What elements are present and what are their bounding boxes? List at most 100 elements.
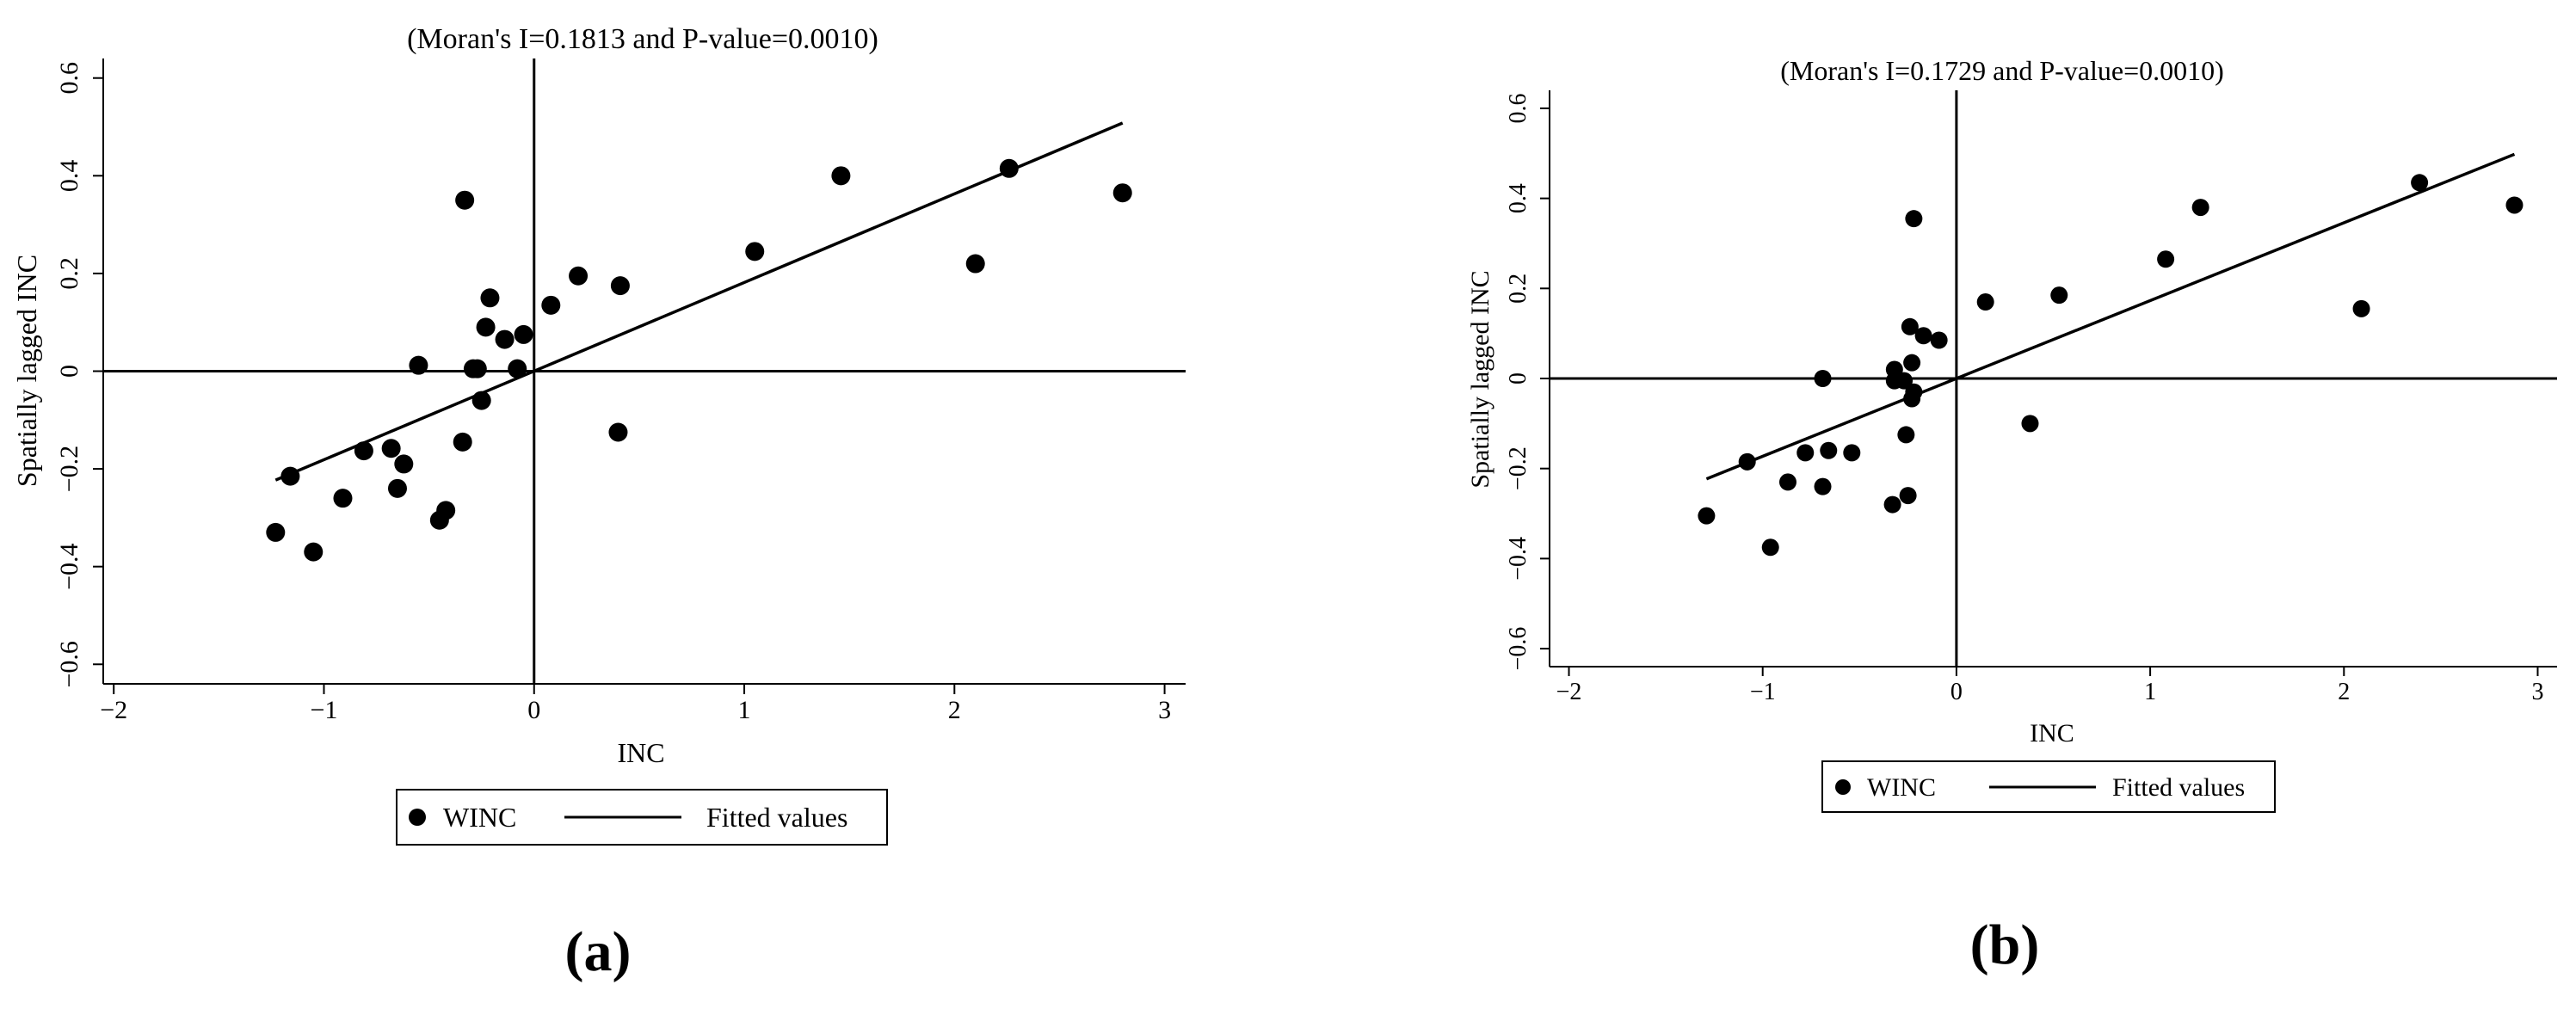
data-points (266, 158, 1132, 562)
data-point (2050, 286, 2068, 305)
data-points (1698, 174, 2524, 557)
y-tick-label: −0.2 (1505, 446, 1531, 490)
x-tick-label: 2 (948, 696, 961, 724)
x-ticks: −2 −1 0 1 2 3 (100, 684, 1171, 724)
fitted-line (1705, 152, 2516, 481)
data-point (1903, 354, 1921, 372)
data-point (745, 242, 765, 261)
legend-marker-points (409, 809, 426, 826)
data-point (476, 317, 496, 337)
x-axis-label: INC (617, 737, 664, 768)
data-point (1738, 452, 1756, 471)
y-tick-label: 0 (1505, 372, 1531, 385)
data-point (569, 266, 589, 286)
data-point (333, 489, 353, 508)
data-point (467, 359, 487, 378)
y-tick-label: 0 (55, 365, 83, 378)
chart-title: (Moran's I=0.1813 and P-value=0.0010) (407, 23, 878, 55)
y-tick-label: −0.4 (55, 543, 83, 589)
data-point (1914, 327, 1932, 345)
data-point (1901, 317, 1919, 335)
panel-a: (Moran's I=0.1813 and P-value=0.0010) −0… (11, 23, 1186, 983)
x-tick-label: −2 (1556, 679, 1582, 705)
legend: WINC Fitted values (1821, 760, 2276, 813)
fitted-line (274, 121, 1124, 482)
data-point (2191, 199, 2209, 217)
y-tick-label: −0.6 (55, 641, 83, 687)
x-tick-label: 3 (1158, 696, 1171, 724)
data-point (610, 276, 630, 296)
legend-marker-points (1835, 779, 1851, 795)
data-point (409, 355, 428, 375)
x-tick-label: −1 (1750, 679, 1776, 705)
data-point (1897, 426, 1915, 444)
x-tick-label: −1 (311, 696, 338, 724)
chart-title: (Moran's I=0.1729 and P-value=0.0010) (1780, 55, 2224, 86)
data-point (480, 288, 500, 308)
data-point (495, 329, 515, 349)
data-point (1895, 372, 1914, 390)
panel-label: (b) (1970, 914, 2040, 976)
y-ticks: −0.6 −0.4 −0.2 0 0.2 0.4 0.6 (55, 62, 103, 687)
data-point (2505, 196, 2524, 214)
legend-label-line: Fitted values (2112, 773, 2245, 802)
y-tick-label: −0.2 (55, 446, 83, 492)
legend-label-points: WINC (1867, 773, 1936, 802)
data-point (280, 466, 300, 486)
legend-label-points: WINC (443, 802, 516, 833)
data-point (2411, 174, 2429, 192)
y-tick-label: 0.2 (1505, 274, 1531, 304)
x-tick-label: 1 (738, 696, 751, 724)
data-point (508, 359, 527, 378)
data-point (455, 190, 475, 210)
y-axis-label: Spatially lagged INC (11, 255, 42, 487)
data-point (1761, 538, 1779, 557)
legend-label-line: Fitted values (706, 802, 847, 833)
data-point (354, 441, 373, 461)
y-tick-label: 0.6 (1505, 93, 1531, 123)
data-point (2021, 415, 2039, 433)
data-point (387, 478, 407, 498)
data-point (1930, 331, 1948, 349)
data-point (453, 432, 472, 452)
data-point (999, 158, 1019, 178)
data-point (1698, 507, 1716, 525)
data-point (2157, 250, 2175, 268)
y-ticks: −0.6 −0.4 −0.2 0 0.2 0.4 0.6 (1505, 93, 1550, 670)
y-tick-label: 0.6 (55, 62, 83, 95)
data-point (831, 166, 851, 186)
x-tick-label: 2 (2338, 679, 2350, 705)
data-point (1112, 183, 1132, 203)
x-tick-label: 0 (1950, 679, 1963, 705)
data-point (2352, 299, 2370, 317)
data-point (1883, 495, 1901, 514)
y-tick-label: −0.4 (1505, 537, 1531, 581)
data-point (608, 422, 628, 442)
data-point (1905, 383, 1923, 401)
data-point (1899, 487, 1917, 505)
data-point (1976, 293, 1994, 311)
legend: WINC Fitted values (396, 789, 888, 846)
x-ticks: −2 −1 0 1 2 3 (1556, 667, 2543, 705)
data-point (1905, 210, 1923, 228)
y-tick-label: 0.2 (55, 257, 83, 290)
data-point (1885, 360, 1903, 378)
y-axis-label: Spatially lagged INC (1466, 270, 1494, 488)
x-tick-label: 3 (2531, 679, 2543, 705)
panel-b: (Moran's I=0.1729 and P-value=0.0010) −0… (1466, 55, 2557, 976)
data-point (1796, 444, 1815, 462)
data-point (304, 542, 324, 562)
y-tick-label: −0.6 (1505, 627, 1531, 671)
data-point (266, 522, 286, 542)
data-point (514, 324, 533, 344)
x-tick-label: −2 (100, 696, 127, 724)
x-tick-label: 1 (2144, 679, 2156, 705)
data-point (436, 501, 456, 520)
data-point (471, 391, 491, 410)
x-axis-label: INC (2030, 719, 2074, 748)
x-tick-label: 0 (527, 696, 540, 724)
data-point (1814, 370, 1832, 387)
data-point (381, 439, 401, 458)
data-point (1820, 441, 1838, 459)
